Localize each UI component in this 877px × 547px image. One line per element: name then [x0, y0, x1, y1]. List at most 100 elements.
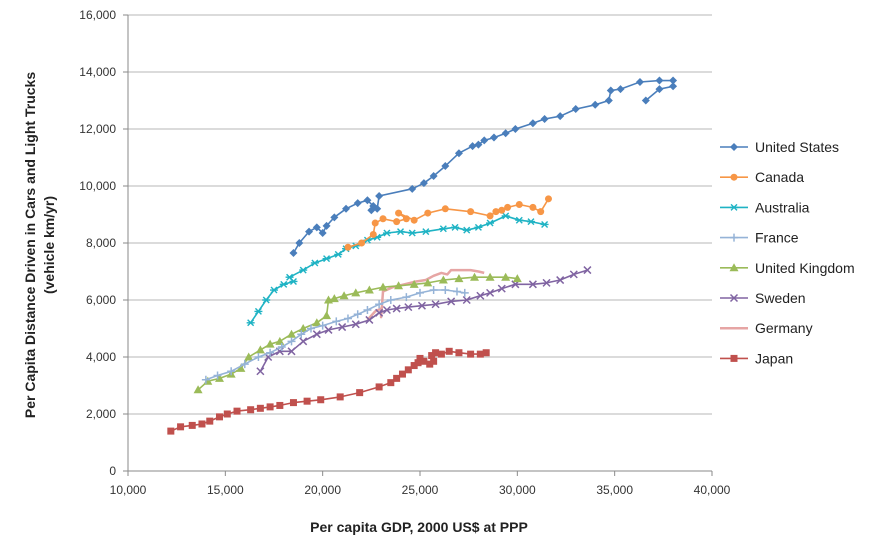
- data-point-canada: [529, 203, 537, 211]
- data-point-australia: [310, 259, 319, 267]
- legend-item-germany: Germany: [720, 320, 813, 336]
- data-point-france: [254, 353, 263, 361]
- data-point-united-kingdom: [364, 285, 374, 294]
- data-point-united-states: [295, 239, 304, 247]
- data-point-france: [429, 286, 438, 295]
- data-point-australia: [540, 220, 549, 228]
- data-point-united-states: [429, 172, 438, 181]
- data-point-united-kingdom: [438, 275, 448, 284]
- series-united-kingdom: [193, 272, 522, 394]
- data-point-canada: [544, 195, 552, 203]
- data-point-united-states: [511, 125, 520, 133]
- data-point-france: [386, 296, 395, 304]
- data-point-canada: [515, 201, 523, 209]
- series-canada: [344, 195, 552, 251]
- data-point-japan: [303, 397, 311, 405]
- data-point-japan: [247, 406, 255, 414]
- legend-label-japan: Japan: [755, 350, 793, 366]
- data-point-canada: [369, 230, 377, 238]
- data-point-australia: [270, 286, 278, 294]
- data-point-united-kingdom: [275, 336, 285, 345]
- data-point-australia: [289, 277, 298, 285]
- x-tick-labels: 10,000 15,000 20,000 25,000 30,000 35,000 40,0…: [110, 471, 731, 497]
- data-point-united-kingdom: [485, 272, 495, 281]
- data-point-sweden: [365, 315, 374, 324]
- legend-item-france: France: [720, 230, 799, 246]
- data-point-sweden: [542, 278, 551, 287]
- data-point-united-kingdom: [470, 272, 480, 281]
- data-point-australia: [299, 266, 308, 274]
- data-point-japan: [289, 399, 297, 407]
- data-point-united-kingdom: [329, 294, 339, 303]
- data-point-japan: [336, 393, 344, 401]
- legend-item-united-states: United States: [720, 139, 839, 155]
- data-point-australia: [285, 273, 294, 281]
- data-point-united-states: [556, 112, 565, 121]
- data-point-united-states: [353, 199, 362, 208]
- y-axis-title: Per Capita Distance Driven in Cars and L…: [22, 72, 38, 418]
- data-point-australia: [486, 219, 495, 227]
- data-point-australia: [451, 223, 460, 231]
- legend-label-canada: Canada: [755, 169, 804, 185]
- legend-marker-united-kingdom: [729, 263, 739, 272]
- legend-label-united-kingdom: United Kingdom: [755, 260, 855, 276]
- data-point-canada: [504, 203, 512, 211]
- data-point-united-states: [606, 86, 615, 95]
- data-point-australia: [439, 225, 448, 233]
- data-point-france: [201, 375, 210, 384]
- legend-item-united-kingdom: United Kingdom: [720, 260, 855, 276]
- data-point-japan: [416, 354, 424, 362]
- series-australia: [246, 212, 549, 327]
- legend: United States Canada Australia France United…: [720, 139, 855, 366]
- series-layer: [167, 76, 678, 435]
- data-point-japan: [410, 362, 418, 370]
- data-point-united-kingdom: [298, 324, 308, 332]
- data-point-france: [452, 287, 461, 296]
- data-point-japan: [198, 420, 206, 428]
- x-tick-label: 20,000: [304, 483, 341, 497]
- series-japan: [167, 347, 490, 435]
- data-point-sweden: [351, 320, 360, 329]
- data-point-australia: [474, 223, 483, 231]
- x-tick-label: 30,000: [499, 483, 536, 497]
- series-united-states: [289, 76, 678, 257]
- data-point-japan: [432, 349, 440, 357]
- data-point-united-states: [330, 213, 339, 222]
- legend-marker-france: [730, 233, 738, 242]
- x-tick-label: 15,000: [207, 483, 244, 497]
- data-point-france: [287, 337, 296, 346]
- data-point-united-states: [669, 76, 678, 85]
- data-point-united-kingdom: [409, 279, 419, 288]
- data-point-france: [332, 317, 341, 326]
- data-point-japan: [467, 350, 475, 358]
- legend-item-australia: Australia: [720, 199, 810, 215]
- data-point-canada: [358, 239, 366, 247]
- data-point-france: [402, 293, 411, 302]
- legend-marker-japan: [730, 354, 738, 362]
- data-point-canada: [486, 212, 494, 220]
- gridlines: [128, 14, 712, 415]
- legend-item-japan: Japan: [720, 350, 793, 366]
- data-point-australia: [322, 255, 331, 263]
- y-tick-label: 6,000: [86, 293, 116, 307]
- data-point-united-kingdom: [193, 385, 203, 394]
- data-point-japan: [420, 357, 428, 365]
- data-point-japan: [430, 357, 438, 365]
- data-point-united-kingdom: [265, 339, 275, 348]
- data-point-united-states: [373, 204, 382, 213]
- data-point-japan: [387, 379, 395, 387]
- x-tick-label: 40,000: [694, 483, 731, 497]
- legend-marker-canada: [730, 173, 738, 181]
- data-point-united-states: [289, 248, 298, 257]
- data-point-canada: [379, 215, 387, 223]
- data-point-united-kingdom: [394, 281, 404, 290]
- data-point-japan: [317, 396, 325, 404]
- data-point-united-states: [375, 191, 384, 200]
- data-point-canada: [393, 218, 401, 226]
- data-point-united-states: [363, 196, 372, 205]
- data-point-united-states: [322, 221, 331, 230]
- data-point-united-states: [367, 206, 376, 215]
- data-point-sweden: [312, 330, 321, 339]
- data-point-united-states: [318, 229, 327, 238]
- y-tick-label: 10,000: [79, 179, 116, 193]
